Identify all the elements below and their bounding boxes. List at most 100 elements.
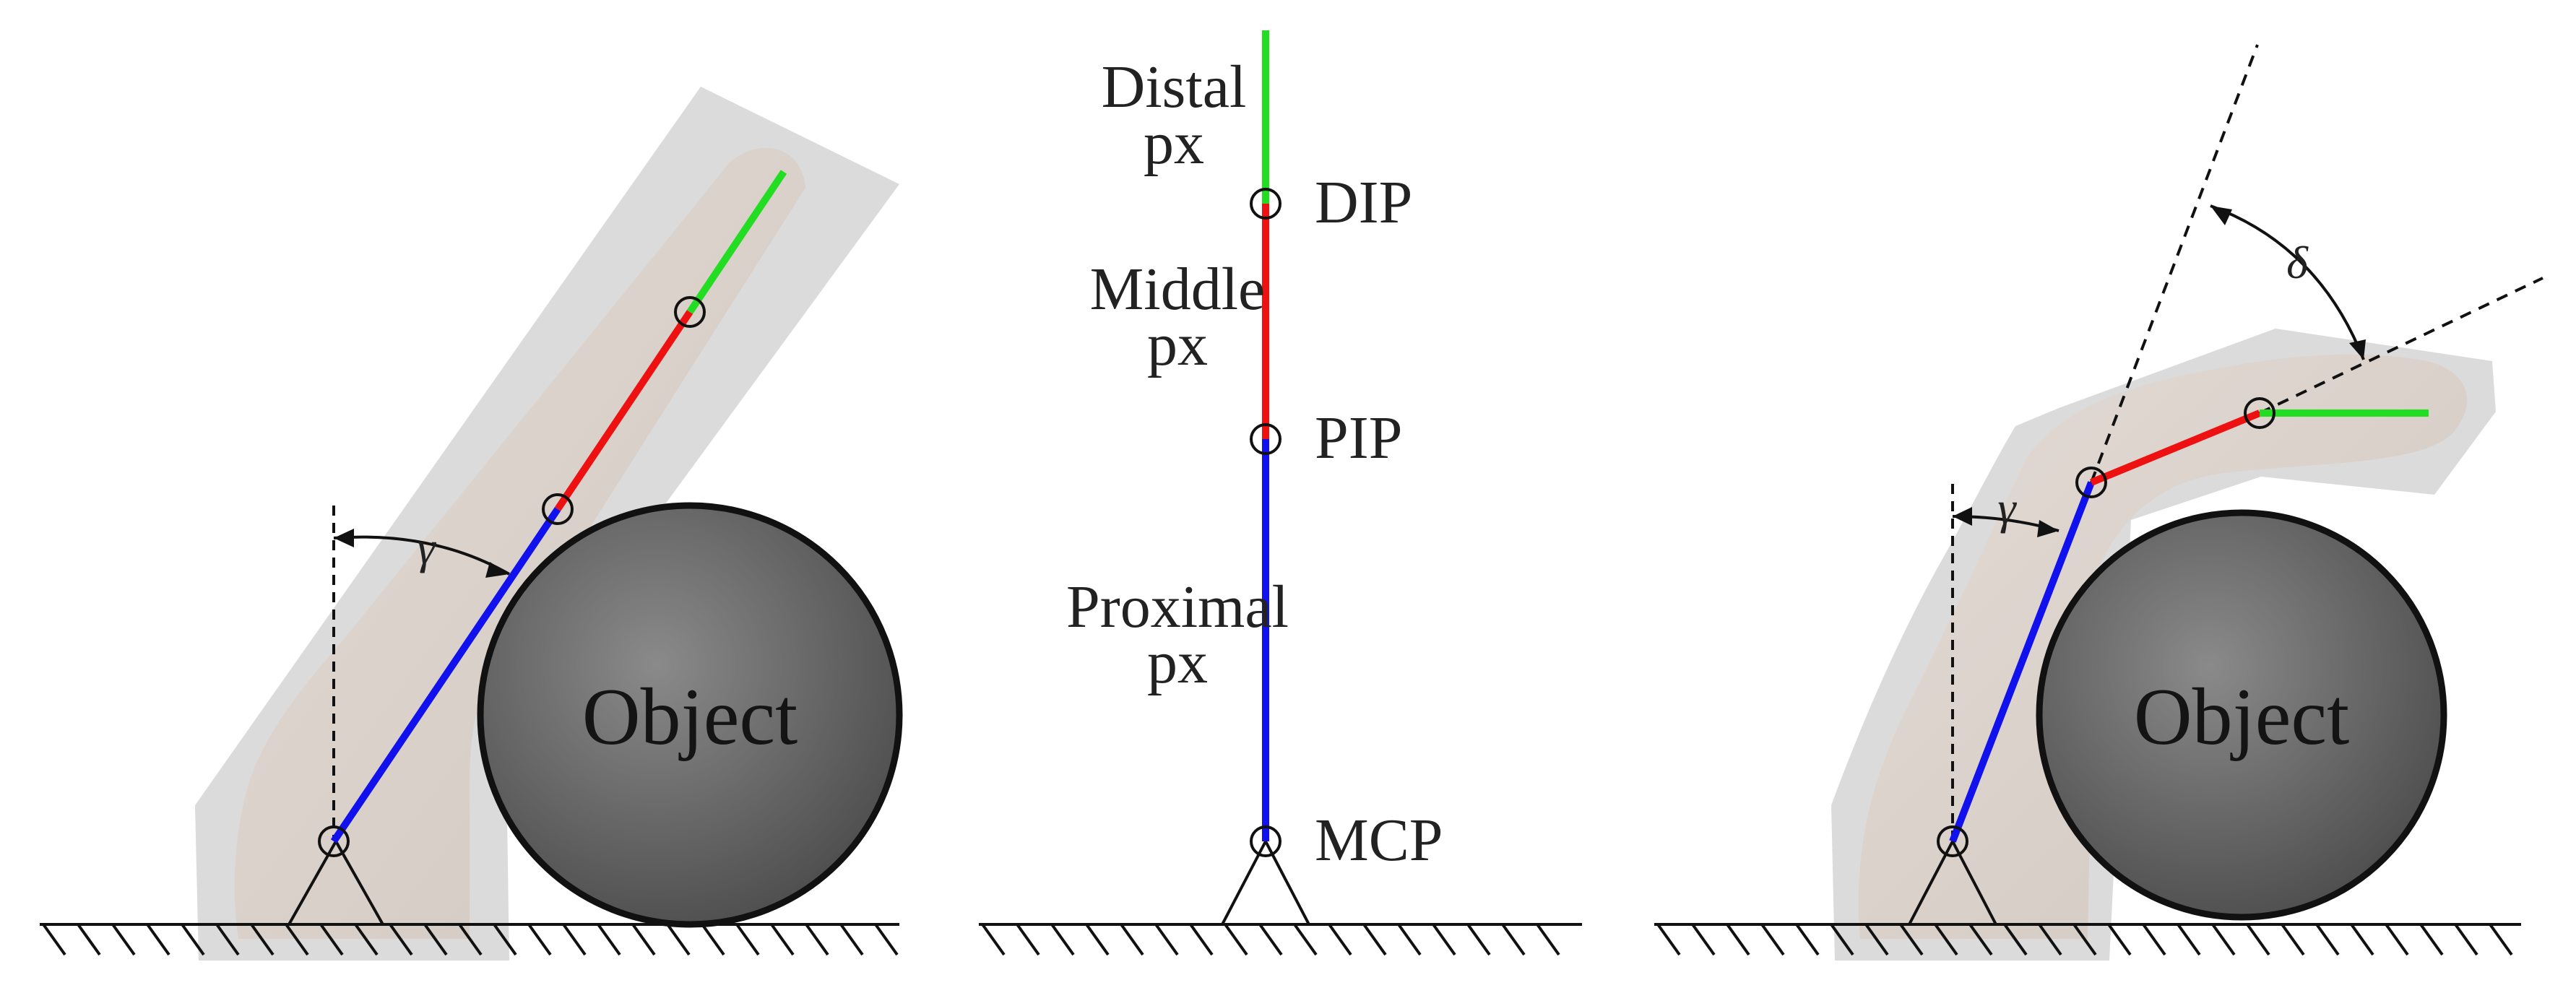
ground-hatch-line [2385,923,2409,956]
ground-hatch-line [319,923,344,956]
left-middle-link [554,310,693,511]
ground-hatch-line [1726,923,1750,956]
ground-hatch-line [1432,923,1456,956]
middle-panel: Distal px Middle px Proximal px DIP PIP … [979,30,1582,956]
ground-hatch-line [1691,923,1716,956]
right-delta-label: δ [2286,237,2309,288]
right-object-circle [2036,509,2447,921]
ground-hatch-line [1899,923,1924,956]
ground-hatch-line [1968,923,1993,956]
ground-hatch-line [2073,923,2097,956]
ground-hatch-line [1016,923,1040,956]
ground-hatch-line [1795,923,1820,956]
ground-hatch-line [1154,923,1179,956]
ground-hatch-line [597,923,621,956]
right-pip-joint [2075,467,2107,498]
left-dip-joint [674,296,706,328]
left-mcp-joint [318,825,350,857]
left-pip-joint [542,493,574,525]
ground-hatch-line [215,923,240,956]
ground-hatch-line [2177,923,2201,956]
middle-mcp-support [1219,838,1312,926]
ground-hatch-line [285,923,309,956]
ground-hatch-line [701,923,725,956]
ground-hatch-line [493,923,517,956]
ground-hatch-line [1050,923,1075,956]
ground-hatch-line [2038,923,2062,956]
ground-hatch-line [2419,923,2444,956]
right-gamma-label: γ [1997,482,2017,534]
ground-hatch-line [2281,923,2305,956]
right-mcp-joint [1937,825,1968,857]
right-mcp-support [1906,838,1999,926]
ground-hatch-line [1224,923,1248,956]
ground-hatch-line [77,923,101,956]
middle-pip-joint [1250,423,1281,455]
pip-label: PIP [1315,404,1402,472]
ground-hatch-line [2107,923,2132,956]
left-mcp-support [286,838,386,926]
ground-hatch-line [735,923,760,956]
right-ground [1654,923,2521,956]
left-gamma-arrow-start [334,529,354,547]
ground-hatch-line [1934,923,1958,956]
ground-hatch-line [2315,923,2340,956]
ground-hatch-line [805,923,829,956]
ground-hatch-line [42,923,66,956]
right-proximal-extension [2090,44,2259,483]
ground-hatch-line [1189,923,1214,956]
ground-hatch-line [389,923,413,956]
ground-hatch-line [1864,923,1889,956]
ground-hatch-line [111,923,136,956]
left-finger-silhouette [234,147,806,939]
ground-hatch-line [2003,923,2028,956]
ground-hatch-line [2489,923,2513,956]
left-gamma-arrow-end [485,562,509,578]
right-object-label: Object [2134,672,2350,762]
right-gamma-arrow-start [1953,507,1972,526]
right-delta-arrow-end [2349,339,2366,360]
ground-hatch-line [527,923,552,956]
left-distal-link [686,170,787,314]
proximal-label: Proximal [1066,573,1289,641]
ground-hatch-line [1466,923,1491,956]
ground-hatch-line [631,923,656,956]
mcp-label: MCP [1315,807,1443,874]
left-panel: Object γ [40,87,903,961]
ground-hatch-line [1656,923,1681,956]
ground-hatch-line [2211,923,2236,956]
ground-hatch-line [1120,923,1144,956]
ground-hatch-line [2454,923,2478,956]
ground-hatch-line [666,923,691,956]
right-dip-joint [2244,397,2275,429]
right-gamma-arrow-end [2037,520,2059,537]
ground-hatch-line [146,923,170,956]
ground-hatch-line [1397,923,1422,956]
left-gamma-label: γ [417,522,436,573]
left-object-circle [477,502,903,928]
ground-hatch-line [2142,923,2166,956]
middle-ground [979,923,1582,956]
ground-hatch-line [250,923,275,956]
left-ground [40,923,899,956]
ground-hatch-line [562,923,587,956]
ground-hatch-line [1501,923,1526,956]
middle-dip-joint [1250,188,1281,220]
ground-hatch-line [1258,923,1283,956]
ground-hatch-line [770,923,795,956]
proximal-px-label: px [1147,629,1208,696]
distal-px-label: px [1144,110,1204,177]
ground-hatch-line [458,923,483,956]
right-proximal-link [1949,481,2095,843]
dip-label: DIP [1315,169,1412,236]
right-middle-link [2090,409,2261,486]
ground-hatch-line [874,923,899,956]
right-delta-arrow-start [2210,206,2232,225]
ground-hatch-line [1085,923,1110,956]
middle-mcp-joint [1250,825,1281,857]
ground-hatch-line [1536,923,1560,956]
ground-hatch-line [354,923,379,956]
ground-hatch-line [981,923,1006,956]
ground-hatch-line [1830,923,1854,956]
